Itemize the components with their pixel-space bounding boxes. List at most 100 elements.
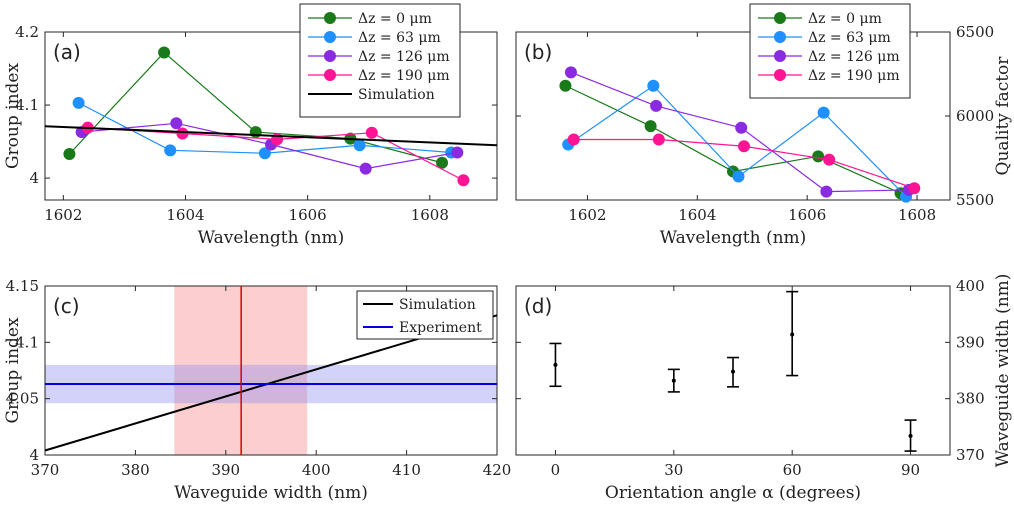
data-point [559,79,572,92]
y-tick-label: 380 [956,390,985,408]
panel-label: (b) [524,40,552,64]
legend-box [356,290,494,340]
legend-label: Δz = 126 μm [358,49,450,65]
data-point [170,117,183,130]
y-tick-label: 4 [29,446,39,464]
errorbar-point [549,342,562,388]
x-tick-label: 1602 [44,206,82,224]
errorbar-point [727,356,739,388]
x-tick-label: 1602 [568,206,606,224]
data-point [158,46,171,59]
errorbar-point [667,368,680,393]
data-point [359,162,372,175]
legend: Δz = 0 μm Δz = 63 μm Δz = 126 μm Δz = 190 μ… [749,3,911,99]
y-tick-label: 6500 [956,23,994,41]
data-point [353,139,366,152]
x-tick-label: 410 [392,461,421,479]
data-point [436,156,449,169]
legend-label: Δz = 0 μm [808,11,882,27]
x-axis-label: Wavelength (nm) [660,228,807,248]
data-point [567,133,580,146]
x-tick-label: 60 [783,461,802,479]
legend-marker [324,50,336,62]
legend-marker [774,69,786,81]
y-tick-label: 4.05 [6,390,39,408]
x-tick-label: 400 [302,461,331,479]
legend-marker [324,12,336,24]
legend-label: Experiment [399,320,482,336]
legend-marker [774,50,786,62]
y-axis-label: Group index [3,63,23,170]
data-point [823,153,836,166]
series-1 [72,96,458,160]
errorbar-point [786,290,799,377]
x-tick-label: 380 [121,461,150,479]
data-point [553,362,558,367]
data-point [790,332,795,337]
data-point [176,127,189,140]
legend-label: Δz = 190 μm [358,68,450,84]
y-tick-label: 390 [956,333,985,351]
data-point [63,147,76,160]
data-point [737,140,750,153]
data-point [258,147,271,160]
legend-label: Δz = 63 μm [358,30,441,46]
x-tick-label: 0 [551,461,561,479]
plot-frame [44,31,498,201]
x-tick-label: 1606 [289,206,327,224]
data-point [817,106,830,119]
y-tick-label: 4.1 [15,96,39,114]
legend-label: Simulation [399,297,476,313]
y-axis-label: Waveguide width (nm) [993,274,1013,468]
x-tick-label: 1604 [166,206,204,224]
legend-marker [774,31,786,43]
data-point [451,146,464,159]
panel-label: (a) [53,40,81,64]
panel-label: (c) [53,294,80,318]
data-point [164,144,177,157]
chart-panel-a: 1602 1604 1606 1608 4 4.1 4.2 Wavelength (nm) Gr… [3,3,498,248]
x-tick-label: 370 [31,461,60,479]
data-point [365,126,378,139]
chart-panel-d: 0 30 60 90 370 380 390 400 Orientation angle α (… [515,274,1013,503]
data-point [457,174,470,187]
legend-label: Δz = 0 μm [358,11,432,27]
legend-label: Δz = 190 μm [808,68,900,84]
y-tick-label: 5500 [956,191,994,209]
plot-frame [44,285,498,456]
data-point [652,133,665,146]
data-point [72,96,85,109]
data-point [812,150,825,163]
data-point [249,126,262,139]
legend-label: Simulation [358,87,435,103]
legend-label: Δz = 126 μm [808,49,900,65]
x-tick-label: 390 [211,461,240,479]
data-point [908,433,913,438]
legend-marker [774,12,786,24]
series-2 [75,117,464,175]
legend: Simulation Experiment [356,290,494,340]
series-1 [562,79,913,203]
legend-label: Δz = 63 μm [808,30,891,46]
y-axis-label: Group index [3,317,23,424]
y-tick-label: 4 [29,169,39,187]
data-point [564,66,577,79]
chart-panel-b: 1602 1604 1606 1608 5500 6000 6500 Wavelength (… [515,3,1013,248]
plot-frame [515,285,951,456]
legend: Δz = 0 μm Δz = 63 μm Δz = 126 μm Δz = 190 μ… [299,3,461,118]
x-tick-label: 1608 [898,206,936,224]
y-tick-label: 4.15 [6,277,39,295]
data-point [731,369,735,374]
data-point [735,121,748,134]
y-tick-label: 4.1 [15,333,39,351]
panel-label: (d) [524,294,552,318]
x-tick-label: 420 [483,461,512,479]
data-point [647,79,660,92]
series-3 [567,133,921,195]
y-tick-label: 4.2 [15,23,39,41]
data-point [644,120,657,133]
errorbar-point [904,419,917,452]
x-tick-label: 1608 [411,206,449,224]
y-tick-label: 400 [956,277,985,295]
y-tick-label: 370 [956,446,985,464]
